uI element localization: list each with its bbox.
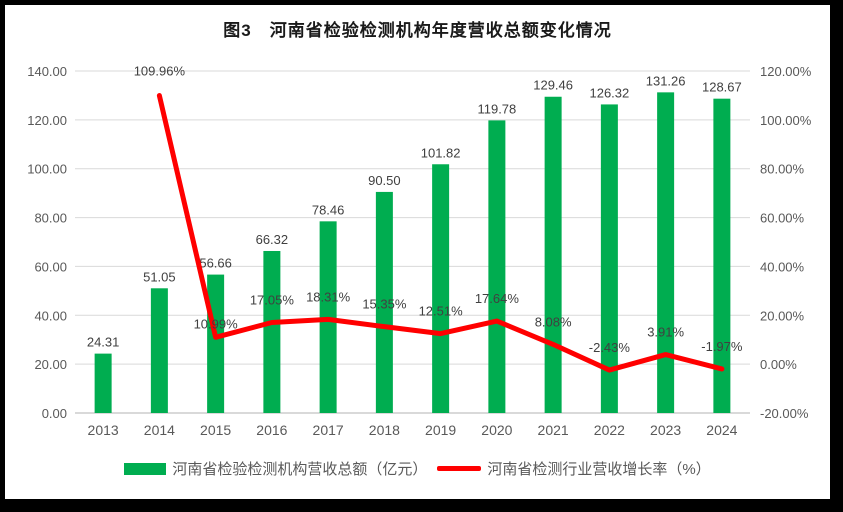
bar-label-2019: 101.82	[421, 145, 461, 160]
bar-label-2014: 51.05	[143, 269, 176, 284]
growth-label-2020: 17.64%	[475, 291, 520, 306]
right-axis-tick: 20.00%	[760, 308, 805, 323]
x-axis-label-2020: 2020	[481, 422, 512, 438]
bar-label-2016: 66.32	[256, 232, 289, 247]
chart-canvas: 0.00 -20.00% 20.00 0.00% 40.00 20.00% 60.00 40.…	[27, 64, 812, 438]
bar-label-2015: 56.66	[199, 256, 232, 271]
bar-label-2022: 126.32	[589, 85, 629, 100]
right-axis-tick: -20.00%	[760, 406, 809, 421]
x-axis-label-2023: 2023	[650, 422, 681, 438]
left-axis-tick: 140.00	[27, 64, 67, 79]
right-axis-tick: 40.00%	[760, 259, 805, 274]
growth-label-2016: 17.05%	[250, 292, 295, 307]
bar-label-2023: 131.26	[646, 73, 686, 88]
chart-legend: 河南省检验检测机构营收总额（亿元） 河南省检测行业营收增长率（%）	[5, 458, 830, 479]
x-axis-label-2022: 2022	[594, 422, 625, 438]
growth-label-2014: 109.96%	[134, 64, 186, 79]
left-axis-tick: 20.00	[34, 357, 67, 372]
bar-2013	[94, 353, 112, 413]
x-axis-label-2017: 2017	[313, 422, 344, 438]
bar-2022	[600, 104, 618, 414]
x-axis-label-2024: 2024	[706, 422, 737, 438]
growth-label-2017: 18.31%	[306, 289, 351, 304]
x-axis-label-2021: 2021	[538, 422, 569, 438]
x-axis-label-2019: 2019	[425, 422, 456, 438]
legend-item-revenue: 河南省检验检测机构营收总额（亿元）	[124, 458, 427, 479]
bar-2014	[150, 288, 168, 413]
growth-label-2015: 10.99%	[194, 316, 239, 331]
chart-area: 0.00 -20.00% 20.00 0.00% 40.00 20.00% 60.00 40.…	[5, 5, 830, 499]
growth-label-2024: -1.97%	[701, 339, 743, 354]
legend-label-revenue: 河南省检验检测机构营收总额（亿元）	[172, 461, 428, 478]
bar-2018	[375, 191, 393, 413]
left-axis-tick: 100.00	[27, 162, 67, 177]
legend-bar-swatch	[124, 462, 167, 475]
growth-label-2023: 3.91%	[647, 325, 684, 340]
growth-label-2021: 8.08%	[535, 314, 572, 329]
bar-2024	[713, 98, 731, 413]
right-axis-tick: 80.00%	[760, 162, 805, 177]
growth-line	[156, 93, 725, 373]
bar-label-2018: 90.50	[368, 173, 401, 188]
bar-label-2024: 128.67	[702, 80, 742, 95]
x-axis-label-2013: 2013	[88, 422, 119, 438]
bar-label-2017: 78.46	[312, 202, 345, 217]
left-axis-tick: 80.00	[34, 211, 67, 226]
bar-2015	[207, 274, 225, 413]
right-axis-tick: 120.00%	[760, 64, 812, 79]
x-axis-label-2018: 2018	[369, 422, 400, 438]
legend-label-growth: 河南省检测行业营收增长率（%）	[487, 461, 711, 478]
x-axis-label-2016: 2016	[256, 422, 287, 438]
right-axis-tick: 60.00%	[760, 211, 805, 226]
growth-label-2022: -2.43%	[589, 340, 631, 355]
bar-2016	[263, 250, 281, 413]
left-axis-tick: 40.00	[34, 308, 67, 323]
bar-2023	[657, 92, 675, 413]
right-axis-tick: 100.00%	[760, 113, 812, 128]
x-axis-label-2014: 2014	[144, 422, 175, 438]
left-axis-tick: 60.00	[34, 259, 67, 274]
growth-label-2019: 12.51%	[419, 304, 464, 319]
left-axis-tick: 120.00	[27, 113, 67, 128]
left-axis-tick: 0.00	[42, 406, 67, 421]
chart-title: 图3 河南省检验检测机构年度营收总额变化情况	[223, 21, 612, 40]
bar-2020	[488, 120, 506, 414]
x-axis-label-2015: 2015	[200, 422, 231, 438]
bar-label-2013: 24.31	[87, 335, 120, 350]
bar-2019	[432, 164, 450, 413]
right-axis-tick: 0.00%	[760, 357, 797, 372]
bar-label-2020: 119.78	[477, 101, 516, 116]
legend-line-swatch	[437, 466, 482, 471]
bar-2021	[544, 96, 562, 413]
legend-item-growth: 河南省检测行业营收增长率（%）	[437, 458, 711, 479]
bar-label-2021: 129.46	[533, 78, 573, 93]
growth-label-2018: 15.35%	[362, 297, 407, 312]
